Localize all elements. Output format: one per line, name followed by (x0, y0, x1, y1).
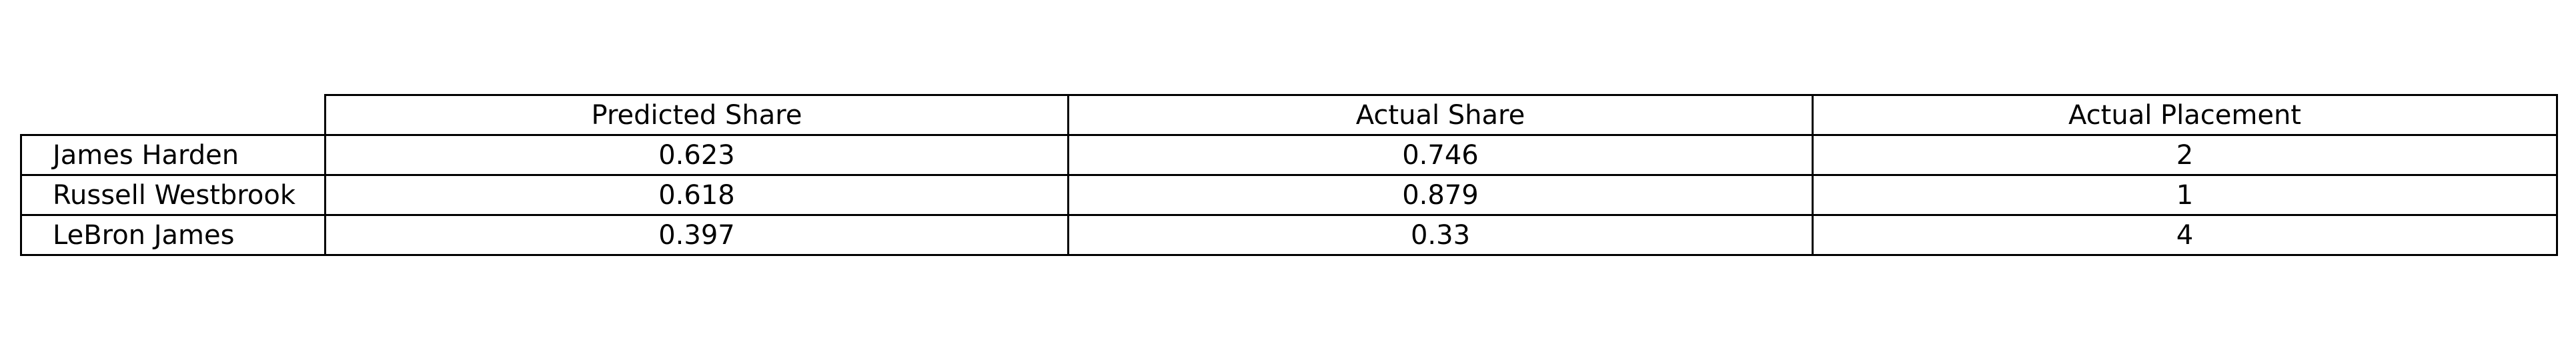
column-header-actual-share: Actual Share (1067, 94, 1814, 136)
table-cell-lebron-james-predicted-share: 0.397 (324, 214, 1069, 256)
table-cell-james-harden-actual-placement: 2 (1812, 134, 2558, 176)
table-cell-james-harden-actual-share: 0.746 (1067, 134, 1814, 176)
table-cell-lebron-james-actual-share: 0.33 (1067, 214, 1814, 256)
table-cell-russell-westbrook-actual-share: 0.879 (1067, 174, 1814, 216)
row-label-lebron-james: LeBron James (20, 214, 326, 256)
row-label-james-harden: James Harden (20, 134, 326, 176)
table-cell-lebron-james-actual-placement: 4 (1812, 214, 2558, 256)
column-header-actual-placement: Actual Placement (1812, 94, 2558, 136)
row-label-russell-westbrook: Russell Westbrook (20, 174, 326, 216)
table-cell-russell-westbrook-actual-placement: 1 (1812, 174, 2558, 216)
column-header-predicted-share: Predicted Share (324, 94, 1069, 136)
table-cell-russell-westbrook-predicted-share: 0.618 (324, 174, 1069, 216)
table-cell-james-harden-predicted-share: 0.623 (324, 134, 1069, 176)
